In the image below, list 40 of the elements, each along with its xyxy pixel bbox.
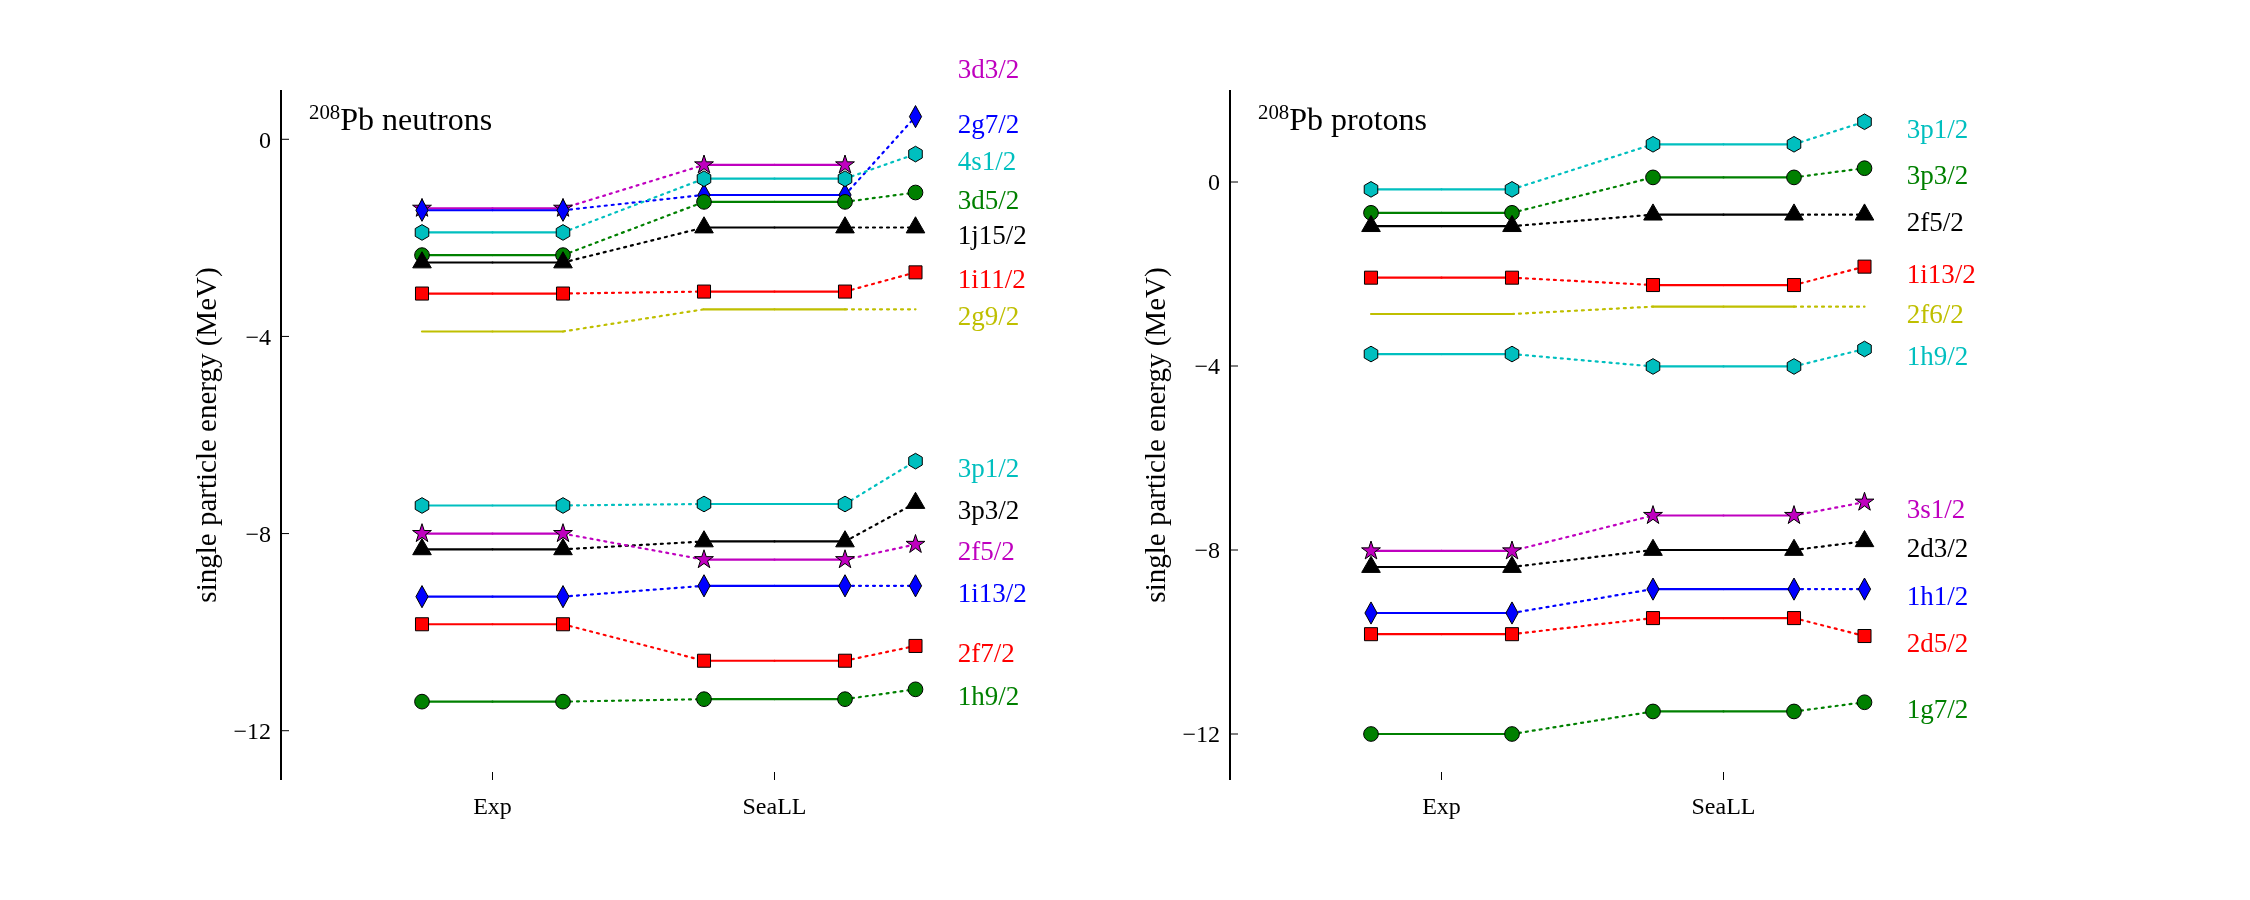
series-label: 2g7/2 <box>957 108 1020 139</box>
series-label: 3p3/2 <box>957 495 1020 526</box>
series-label: 2f5/2 <box>1906 206 1964 237</box>
y-tick-label: −4 <box>245 323 271 350</box>
series-label: 1h9/2 <box>1906 340 1969 371</box>
series-label: 1i13/2 <box>1906 258 1976 289</box>
text: 3d3/2 <box>957 54 1020 84</box>
y-tick-label: −12 <box>1182 721 1220 748</box>
series-label: 1i11/2 <box>957 264 1026 295</box>
y-axis-title: single particle energy (MeV) <box>190 267 223 603</box>
y-tick-label: −8 <box>245 520 271 547</box>
y-tick-label: −4 <box>1194 353 1220 380</box>
series-label: 2d5/2 <box>1906 628 1969 659</box>
series-label: 3d5/2 <box>957 184 1020 215</box>
series-label: 3p1/2 <box>1906 113 1969 144</box>
y-axis-title: single particle energy (MeV) <box>1139 267 1172 603</box>
series-label: 2d3/2 <box>1906 533 1969 564</box>
series-label: 1h9/2 <box>957 681 1020 712</box>
series-label: 3p3/2 <box>1906 160 1969 191</box>
series-label: 2f7/2 <box>957 637 1015 668</box>
series-label: 2f5/2 <box>957 536 1015 567</box>
x-tick-label: Exp <box>473 793 512 819</box>
series-label: 1i13/2 <box>957 577 1027 608</box>
y-tick-label: 0 <box>1208 169 1220 196</box>
series-label: 3p1/2 <box>957 453 1020 484</box>
series-label: 1j15/2 <box>957 219 1027 250</box>
chart-title: $^{208}$Pb neutrons <box>309 99 493 137</box>
series-label: 3s1/2 <box>1906 494 1966 525</box>
y-tick-label: −12 <box>233 718 271 745</box>
x-tick-label: Exp <box>1422 793 1461 819</box>
series-label: 4s1/2 <box>957 146 1017 177</box>
series-label: 2g9/2 <box>957 301 1020 332</box>
series-label: 1g7/2 <box>1906 694 1969 725</box>
series-label: 2f6/2 <box>1906 298 1964 329</box>
x-tick-label: SeaLL <box>742 793 807 819</box>
x-tick-label: SeaLL <box>1691 793 1756 819</box>
series-label: 1h1/2 <box>1906 581 1969 612</box>
y-tick-label: −8 <box>1194 537 1220 564</box>
y-tick-label: 0 <box>259 126 271 153</box>
chart-title: $^{208}$Pb protons <box>1258 99 1427 137</box>
